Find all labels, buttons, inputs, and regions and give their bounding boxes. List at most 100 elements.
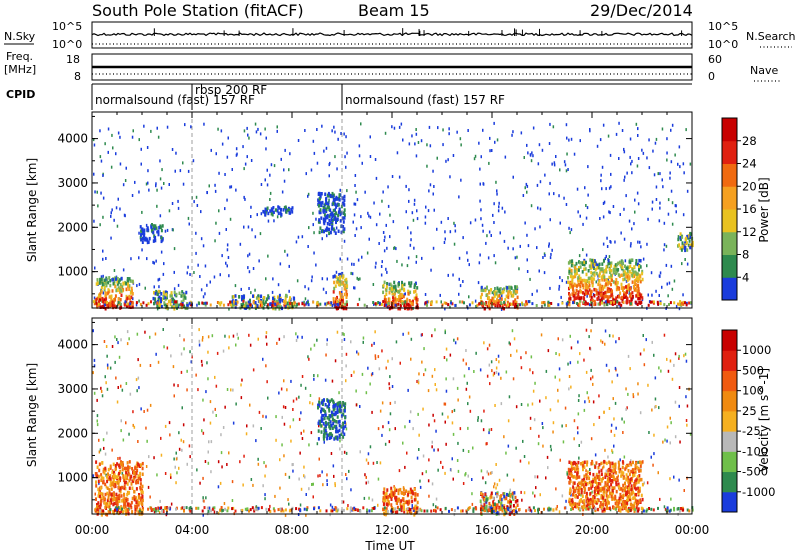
echo-pixel (648, 166, 651, 170)
echo-pixel (328, 231, 331, 236)
echo-pixel (107, 477, 110, 481)
echo-pixel (667, 294, 669, 298)
echo-pixel (501, 509, 504, 513)
echo-pixel (413, 285, 416, 289)
echo-pixel (327, 191, 330, 196)
echo-pixel (332, 290, 335, 294)
echo-pixel (578, 254, 581, 258)
echo-pixel (467, 258, 469, 262)
echo-pixel (207, 350, 209, 354)
echo-pixel (613, 417, 615, 421)
echo-pixel (198, 343, 201, 347)
echo-pixel (422, 407, 424, 411)
echo-pixel (168, 209, 171, 213)
echo-pixel (141, 494, 144, 498)
echo-pixel (382, 300, 385, 304)
echo-pixel (141, 508, 144, 513)
echo-pixel (117, 197, 119, 201)
echo-pixel (542, 301, 545, 304)
echo-pixel (295, 332, 297, 336)
echo-pixel (215, 384, 218, 388)
echo-pixel (342, 306, 345, 311)
echo-pixel (428, 423, 430, 427)
echo-pixel (621, 129, 624, 132)
echo-pixel (235, 153, 238, 157)
echo-pixel (213, 275, 216, 279)
echo-pixel (351, 272, 354, 276)
echo-pixel (354, 184, 356, 187)
echo-pixel (234, 305, 237, 309)
echo-pixel (335, 275, 338, 279)
echo-pixel (260, 300, 263, 304)
echo-pixel (398, 290, 401, 294)
echo-pixel (482, 476, 484, 480)
echo-pixel (398, 175, 401, 179)
echo-pixel (405, 210, 407, 214)
echo-pixel (247, 254, 249, 258)
echo-pixel (397, 282, 400, 286)
echo-pixel (639, 469, 642, 473)
echo-pixel (190, 360, 192, 364)
echo-pixel (330, 227, 333, 231)
echo-pixel (322, 437, 325, 441)
echo-pixel (515, 289, 518, 294)
echo-pixel (301, 437, 304, 440)
echo-pixel (130, 257, 132, 261)
echo-pixel (589, 294, 592, 298)
echo-pixel (160, 292, 163, 296)
echo-pixel (203, 418, 205, 422)
echo-pixel (273, 219, 275, 223)
echo-pixel (96, 281, 99, 285)
echo-pixel (443, 301, 446, 305)
echo-pixel (627, 506, 630, 511)
echo-pixel (571, 501, 574, 506)
echo-pixel (357, 352, 360, 356)
echo-pixel (110, 296, 113, 301)
echo-pixel (124, 501, 127, 506)
echo-pixel (585, 495, 588, 499)
echo-pixel (282, 300, 285, 304)
echo-pixel (141, 472, 144, 476)
echo-pixel (633, 222, 635, 226)
echo-pixel (512, 504, 515, 508)
echo-pixel (333, 303, 336, 307)
echo-pixel (119, 456, 121, 460)
echo-pixel (115, 305, 118, 309)
echo-pixel (95, 301, 98, 305)
echo-pixel (593, 259, 596, 263)
echo-pixel (570, 271, 573, 276)
echo-pixel (659, 271, 662, 275)
echo-pixel (301, 375, 304, 378)
echo-pixel (189, 455, 191, 459)
echo-pixel (483, 503, 486, 507)
echo-pixel (626, 296, 629, 301)
echo-pixel (575, 288, 578, 293)
echo-pixel (527, 244, 530, 248)
echo-pixel (447, 303, 450, 307)
echo-pixel (532, 389, 535, 393)
echo-pixel (320, 201, 323, 205)
echo-pixel (410, 337, 413, 341)
echo-pixel (570, 472, 572, 476)
echo-pixel (269, 191, 272, 195)
echo-pixel (143, 232, 146, 236)
echo-pixel (506, 473, 509, 477)
echo-pixel (603, 410, 605, 414)
echo-pixel (369, 382, 371, 386)
echo-pixel (436, 227, 438, 231)
echo-pixel (607, 258, 610, 263)
echo-pixel (371, 343, 373, 347)
echo-pixel (437, 468, 439, 472)
echo-pixel (282, 405, 285, 409)
echo-pixel (183, 347, 185, 351)
echo-pixel (204, 460, 207, 463)
echo-pixel (571, 261, 574, 266)
echo-pixel (272, 206, 275, 210)
echo-pixel (111, 133, 113, 137)
echo-pixel (639, 259, 642, 263)
echo-pixel (297, 302, 300, 306)
echo-pixel (208, 440, 210, 444)
echo-pixel (670, 160, 673, 164)
echo-pixel (410, 302, 413, 306)
echo-pixel (117, 131, 120, 135)
